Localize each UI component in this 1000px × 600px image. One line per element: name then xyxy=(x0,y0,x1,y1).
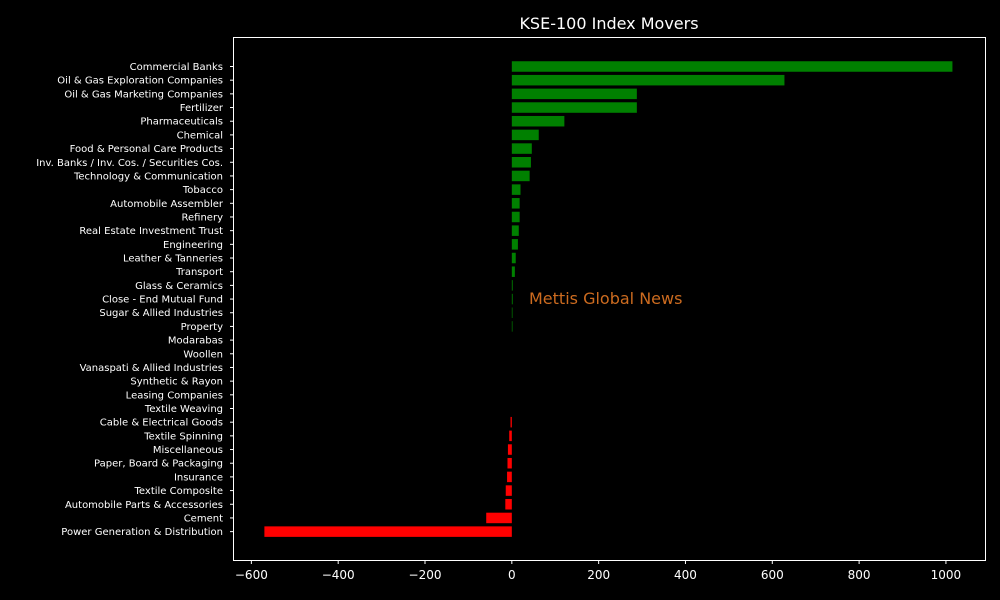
x-tick-label: 1000 xyxy=(931,568,962,582)
category-label: Tobacco xyxy=(182,185,223,196)
category-label: Commercial Banks xyxy=(130,62,223,73)
bar xyxy=(505,485,512,496)
category-label: Paper, Board & Packaging xyxy=(94,459,223,470)
bar xyxy=(511,170,530,182)
category-label: Vanaspati & Allied Industries xyxy=(80,363,223,374)
bar xyxy=(511,252,516,264)
category-label: Automobile Assembler xyxy=(110,199,224,210)
category-label: Synthetic & Rayon xyxy=(130,377,223,388)
category-label: Oil & Gas Exploration Companies xyxy=(57,76,223,87)
bar xyxy=(511,266,515,277)
bar xyxy=(511,184,521,195)
bar xyxy=(511,157,531,168)
bar xyxy=(511,293,513,305)
category-label: Leasing Companies xyxy=(126,390,223,401)
x-tick-label: −200 xyxy=(409,568,442,582)
category-label: Glass & Ceramics xyxy=(135,281,223,292)
category-labels-group: Commercial Banks Oil & Gas Exploration Co… xyxy=(36,62,234,538)
category-label: Pharmaceuticals xyxy=(140,117,223,128)
category-label: Modarabas xyxy=(168,336,223,347)
category-label: Leather & Tanneries xyxy=(123,254,223,265)
bar xyxy=(507,457,512,469)
category-label: Real Estate Investment Trust xyxy=(79,226,223,237)
x-tick-label: 0 xyxy=(508,568,516,582)
category-label: Textile Weaving xyxy=(144,404,223,415)
bar xyxy=(510,416,512,428)
category-label: Oil & Gas Marketing Companies xyxy=(64,89,223,100)
x-tick-label: 600 xyxy=(761,568,784,582)
bar xyxy=(511,321,513,332)
category-label: Property xyxy=(181,322,223,333)
category-label: Insurance xyxy=(174,472,223,483)
category-label: Engineering xyxy=(163,240,223,251)
category-label: Cable & Electrical Goods xyxy=(100,418,223,429)
bar xyxy=(507,444,512,455)
bar xyxy=(511,88,637,100)
x-tick-label: −600 xyxy=(235,568,268,582)
category-label: Cement xyxy=(184,513,223,524)
x-ticks-group: −600 −400 −200 0 200 400 600 800 1000 xyxy=(235,560,961,582)
bar xyxy=(507,471,512,483)
category-label: Food & Personal Care Products xyxy=(70,144,223,155)
category-label: Close - End Mutual Fund xyxy=(102,295,223,306)
category-label: Technology & Communication xyxy=(73,171,223,182)
bar xyxy=(511,225,519,236)
bar xyxy=(511,307,513,318)
x-tick-label: 400 xyxy=(674,568,697,582)
category-label: Woollen xyxy=(183,349,223,360)
bars-group xyxy=(264,61,953,537)
watermark-text: Mettis Global News xyxy=(529,289,682,308)
x-tick-label: −400 xyxy=(322,568,355,582)
bar xyxy=(486,512,512,524)
bar xyxy=(264,526,512,537)
category-label: Refinery xyxy=(182,212,224,223)
chart-title: KSE-100 Index Movers xyxy=(519,14,698,33)
category-label: Textile Spinning xyxy=(143,431,223,442)
category-label: Transport xyxy=(175,267,223,278)
category-label: Sugar & Allied Industries xyxy=(99,308,223,319)
bar xyxy=(505,499,512,510)
bar xyxy=(511,129,539,141)
category-label: Chemical xyxy=(177,130,223,141)
bar xyxy=(509,430,512,442)
bar xyxy=(511,211,520,223)
bar xyxy=(511,143,532,154)
category-label: Automobile Parts & Accessories xyxy=(65,500,223,511)
category-label: Fertilizer xyxy=(180,103,224,114)
bar xyxy=(511,280,513,291)
bar xyxy=(511,239,518,250)
bar xyxy=(511,74,785,86)
category-label: Textile Composite xyxy=(134,486,223,497)
category-label: Power Generation & Distribution xyxy=(61,527,223,538)
x-tick-label: 800 xyxy=(848,568,871,582)
bar xyxy=(511,61,953,72)
category-label: Miscellaneous xyxy=(153,445,223,456)
bar xyxy=(511,198,520,209)
bar xyxy=(511,102,637,113)
x-tick-label: 200 xyxy=(587,568,610,582)
bar xyxy=(511,115,565,127)
plot-area-frame xyxy=(233,37,986,561)
category-label: Inv. Banks / Inv. Cos. / Securities Cos. xyxy=(36,158,223,169)
